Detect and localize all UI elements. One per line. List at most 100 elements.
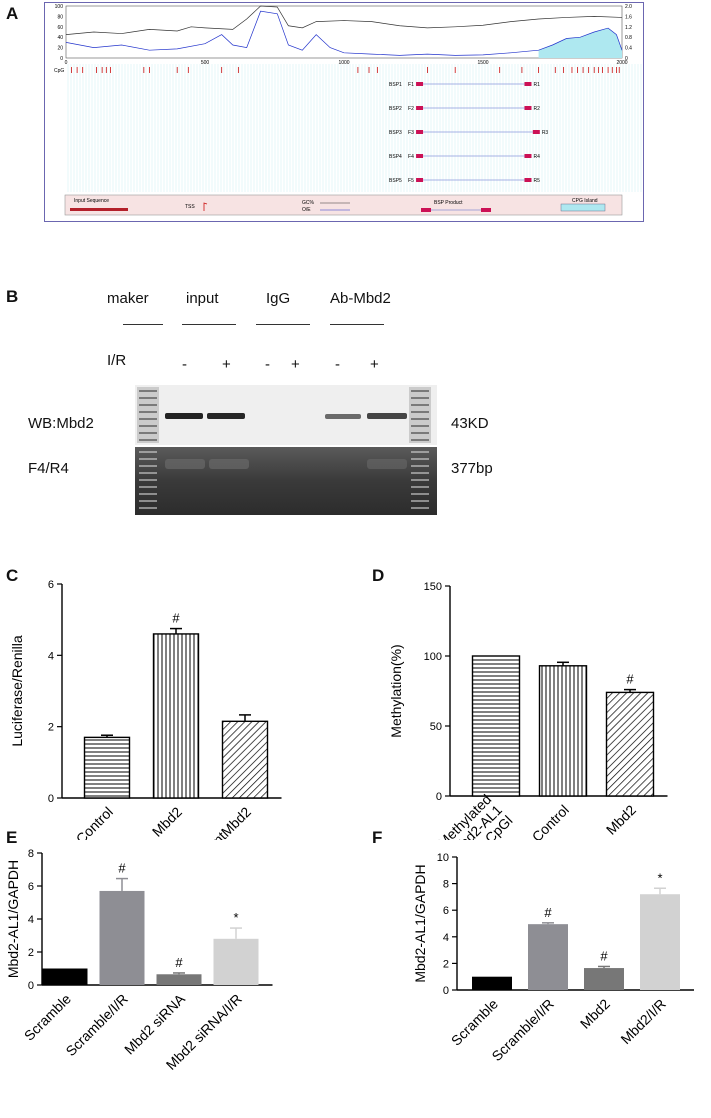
significance-marker: # [626,672,634,687]
pcr-ladder-band [139,458,157,460]
cpg-map-panel: 100 80 60 40 20 0 2.0 1.6 1.2 0.8 0.4 0 0 500 1000 15… [44,2,644,222]
x-tick-label-group: Mbd2 [603,801,639,837]
left-tick-label: 60 [57,25,63,31]
bar [605,691,655,797]
forward-primer-label: F3 [408,130,414,136]
group-underline-ab-mbd2 [330,324,384,325]
x-tick-label: 1500 [477,60,488,66]
reverse-primer-label: R4 [533,154,540,160]
right-tick-label: 0 [625,56,628,62]
wb-ladder-band [411,390,429,392]
bar [584,968,624,990]
x-tick-label-group: Mbd2/I/R [617,996,668,1047]
legend-tss: TSS [185,204,195,210]
bar [538,665,588,797]
panel-label-d: D [372,566,385,585]
bar [83,736,131,799]
bsp-name-label: BSP1 [389,82,402,88]
wb-ladder-band [411,425,429,427]
legend-island-box [560,203,606,212]
reverse-primer-label: R5 [533,178,540,184]
x-tick-label-group: Scramble [448,995,501,1048]
x-tick-label: 1000 [338,60,349,66]
y-tick-label: 4 [28,914,34,926]
ir-sign: + [222,356,231,373]
pcr-ladder-band [411,500,429,502]
forward-primer [416,154,424,158]
x-tick-label: Mbd2 [603,801,639,837]
ir-sign: - [335,356,340,373]
cpg-plot-left-axis: 100 80 60 40 20 0 [55,4,64,62]
significance-marker: # [544,905,552,920]
x-tick-label: mtMbd2 [207,803,254,840]
y-tick-label: 0 [48,793,54,805]
wb-band [367,413,407,419]
x-tick-label-group: Control [73,804,116,840]
y-tick-label: 4 [443,932,449,944]
bar [99,890,145,985]
reverse-primer [532,130,540,134]
legend-gc: GC% [302,200,315,206]
cpg-island-area [538,28,622,58]
legend-oe: O/E [302,207,311,213]
legend-primer-r [481,208,491,212]
wb-ladder-lane [137,387,159,443]
pcr-ladder-band [139,472,157,474]
legend-input-sequence: Input Sequence [74,198,109,204]
pcr-ladder-band [411,472,429,474]
tss-arrow-icon [203,202,208,211]
legend-primer-f [421,208,431,212]
y-tick-label: 10 [437,852,449,864]
ir-sign: - [265,356,270,373]
pcr-band [209,459,249,469]
pcr-ladder-band [139,500,157,502]
chart-e-knockdown: 02468Mbd2-AL1/GAPDHScramble#Scramble/I/R… [5,848,273,1073]
cpg-row-label: CpG [54,68,64,74]
pcr-row-label: F4/R4 [28,460,69,477]
panel-label-f: F [372,828,383,847]
legend-bsp-product: BSP Product [434,200,463,206]
wb-ladder-band [411,418,429,420]
x-tick-label-group: Control [529,802,572,840]
bar [221,720,269,799]
left-tick-label: 0 [60,56,63,62]
y-tick-label: 0 [443,985,449,997]
pcr-ladder-band [139,493,157,495]
bar [152,633,200,799]
reverse-primer [524,106,532,110]
pcr-ladder-band [139,507,157,509]
y-tick-label: 6 [28,881,34,893]
cpg-site-marks [71,67,620,73]
y-tick-label: 8 [443,879,449,891]
bar [528,924,568,990]
wb-ladder-band [139,404,157,406]
wb-ladder-band [411,397,429,399]
forward-primer-label: F5 [408,178,414,184]
chart-d-methylation: 0 50 100 150 Methylation(%) MethylatedMbd2-AL… [388,581,668,840]
right-tick-label: 2.0 [625,4,632,10]
pcr-band [367,459,407,469]
x-tick-label: Control [529,802,572,840]
forward-primer [416,82,424,86]
cpg-plot-x-axis: 0 500 1000 1500 2000 [65,60,628,66]
forward-primer [416,178,424,182]
y-tick-label: 2 [28,947,34,959]
bsp-name-label: BSP5 [389,178,402,184]
pcr-ladder-band [411,507,429,509]
y-axis-label: Mbd2-AL1/GAPDH [5,860,21,978]
panel-label-b: B [6,287,19,306]
x-tick-label: Control [73,804,116,840]
x-tick-label: Mbd2/I/R [617,996,668,1047]
panel-label-a: A [6,4,19,23]
x-tick-label: Mbd2 [149,803,185,839]
bar [156,974,202,985]
legend-cpg-island: CPG Island [572,198,598,204]
y-tick-label: 2 [48,722,54,734]
bsp-name-label: BSP2 [389,106,402,112]
x-tick-label-group: Scramble [21,990,74,1043]
x-tick-label: 2000 [616,60,627,66]
right-tick-label: 0.4 [625,46,632,52]
chart-f-overexpression: 0246810Mbd2-AL1/GAPDHScramble#Scramble/I… [412,852,694,1064]
pcr-gel [135,447,437,515]
